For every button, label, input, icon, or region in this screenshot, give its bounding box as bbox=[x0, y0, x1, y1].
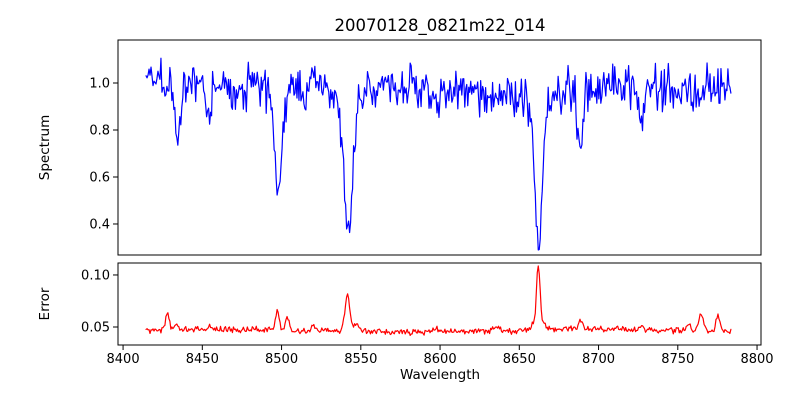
x-tick-label: 8650 bbox=[503, 352, 536, 367]
error-y-tick-label: 0.05 bbox=[81, 320, 110, 335]
x-tick-label: 8700 bbox=[582, 352, 615, 367]
error-y-tick-label: 0.10 bbox=[81, 268, 110, 283]
error-line bbox=[145, 265, 732, 337]
error-plot-border bbox=[117, 262, 762, 346]
spectrum-y-tick-label: 1.0 bbox=[89, 77, 110, 92]
x-tick-label: 8400 bbox=[107, 352, 140, 367]
x-tick-label: 8550 bbox=[344, 352, 377, 367]
chart-title: 20070128_0821m22_014 bbox=[334, 16, 545, 36]
x-tick-label: 8450 bbox=[186, 352, 219, 367]
x-tick-label: 8800 bbox=[740, 352, 773, 367]
spectrum-y-tick-label: 0.8 bbox=[89, 123, 110, 138]
spectrum-y-axis-label: Spectrum bbox=[37, 115, 53, 180]
x-tick-label: 8750 bbox=[661, 352, 694, 367]
x-tick-label: 8600 bbox=[424, 352, 457, 367]
spectrum-y-tick-label: 0.6 bbox=[89, 170, 110, 185]
spectrum-line bbox=[145, 57, 732, 251]
x-tick-label: 8500 bbox=[265, 352, 298, 367]
spectrum-plot-border bbox=[117, 39, 762, 256]
x-axis-label: Wavelength bbox=[400, 367, 480, 383]
plot-areas: 0.4 0.6 0.8 1.0 0.05 0.10 8400 8450 8500 8550 8600… bbox=[81, 39, 774, 367]
error-y-axis-label: Error bbox=[37, 287, 53, 320]
spectrum-y-tick-label: 0.4 bbox=[89, 217, 110, 232]
